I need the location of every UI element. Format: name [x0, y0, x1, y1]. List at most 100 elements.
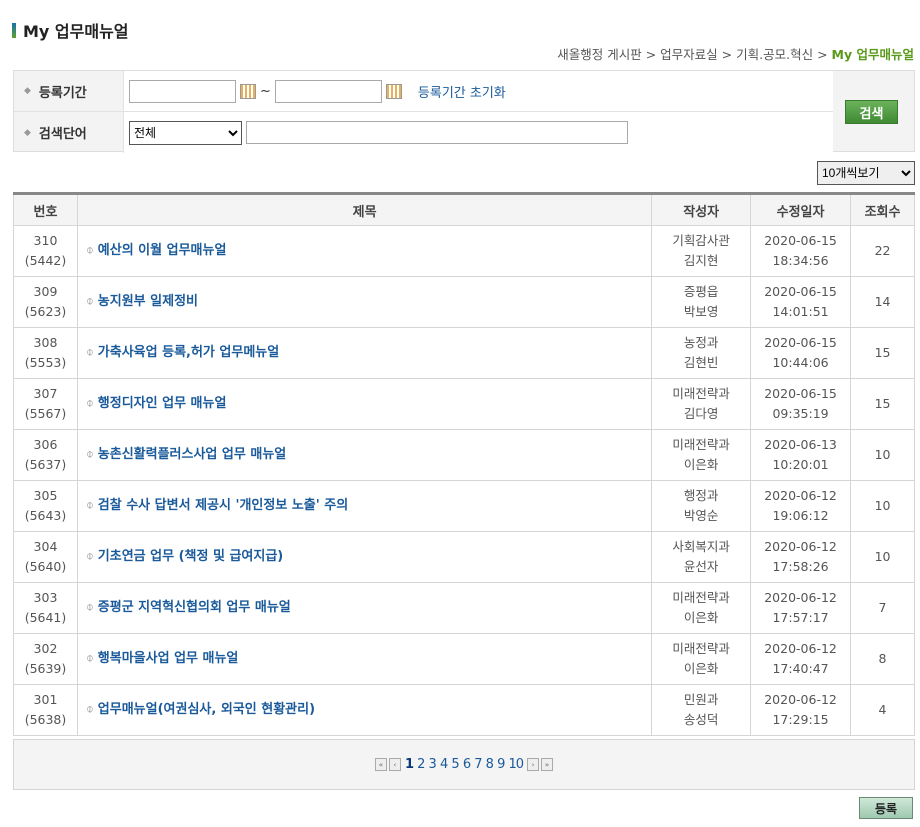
cell-views: 8 — [850, 633, 915, 685]
breadcrumb-item[interactable]: 새올행정 게시판 — [557, 47, 642, 62]
modified-date: 2020-06-13 — [764, 437, 837, 452]
col-no: 번호 — [13, 193, 78, 226]
attachment-icon: ⌽ — [85, 243, 94, 258]
post-title-link[interactable]: 농지원부 일제정비 — [97, 294, 198, 309]
page-link[interactable]: 5 — [451, 757, 459, 772]
col-date: 수정일자 — [750, 193, 852, 226]
author-name: 송성덕 — [683, 712, 719, 727]
author-dept: 민원과 — [683, 692, 719, 707]
author-dept: 기획감사관 — [672, 233, 730, 248]
cell-views: 10 — [850, 429, 915, 481]
post-title-link[interactable]: 검찰 수사 답변서 제공시 '개인정보 노출' 주의 — [97, 498, 349, 513]
table-row: 304 (5640) ⌽ 기초연금 업무 (책정 및 급여지급) 사회복지과 윤선자 … — [13, 531, 915, 583]
table-row: 306 (5637) ⌽ 농촌신활력플러스사업 업무 매뉴얼 미래전략과 이은화 20… — [13, 429, 915, 481]
cell-date: 2020-06-12 17:57:17 — [750, 582, 852, 634]
cell-title: ⌽ 행정디자인 업무 매뉴얼 — [76, 378, 653, 430]
post-title-link[interactable]: 농촌신활력플러스사업 업무 매뉴얼 — [97, 447, 287, 462]
page-link[interactable]: 10 — [508, 757, 525, 772]
period-label-text: 등록기간 — [38, 85, 87, 101]
attachment-icon: ⌽ — [85, 345, 94, 360]
page-link[interactable]: 2 — [417, 757, 425, 772]
page-title: My 업무매뉴얼 — [12, 18, 129, 42]
post-title-link[interactable]: 업무매뉴얼(여권심사, 외국인 현황관리) — [97, 702, 316, 717]
cell-views: 4 — [850, 684, 915, 736]
table-row: 310 (5442) ⌽ 예산의 이월 업무매뉴얼 기획감사관 김지현 2020-06… — [13, 225, 915, 277]
keyword-row: ◆ 검색단어 전체 — [14, 112, 833, 153]
breadcrumb-current: My 업무매뉴얼 — [831, 47, 914, 62]
cell-views: 10 — [850, 531, 915, 583]
page-link[interactable]: 6 — [462, 757, 471, 772]
cell-author: 농정과 김현빈 — [651, 327, 752, 379]
cell-no: 309 (5623) — [13, 276, 78, 328]
post-title-link[interactable]: 기초연금 업무 (책정 및 급여지급) — [97, 549, 284, 564]
page-link[interactable]: 8 — [485, 757, 494, 772]
cell-views: 14 — [850, 276, 915, 328]
post-id: (5640) — [24, 559, 67, 574]
first-page-icon[interactable]: « — [374, 758, 387, 771]
page-link[interactable]: 9 — [497, 757, 505, 772]
breadcrumb-sep: > — [817, 47, 828, 62]
page-link[interactable]: 7 — [474, 757, 482, 772]
page-link[interactable]: 1 — [404, 757, 414, 772]
post-id: (5553) — [24, 355, 67, 370]
modified-date: 2020-06-12 — [764, 692, 837, 707]
cell-views: 15 — [850, 327, 915, 379]
date-to-input[interactable] — [274, 79, 382, 103]
author-name: 김현빈 — [683, 355, 719, 370]
breadcrumb-item[interactable]: 기획.공모.혁신 — [736, 47, 814, 62]
keyword-label-text: 검색단어 — [38, 127, 87, 142]
breadcrumb-item[interactable]: 업무자료실 — [660, 47, 718, 62]
author-name: 김지현 — [683, 253, 719, 268]
modified-time: 10:44:06 — [772, 355, 829, 370]
cell-author: 미래전략과 김다영 — [651, 378, 752, 430]
search-scope-select[interactable]: 전체 — [129, 120, 242, 145]
post-title-link[interactable]: 가축사육업 등록,허가 업무메뉴얼 — [97, 345, 280, 360]
keyword-input[interactable] — [246, 121, 628, 144]
post-title-link[interactable]: 행정디자인 업무 매뉴얼 — [97, 396, 227, 411]
page-link[interactable]: 3 — [428, 757, 437, 772]
modified-date: 2020-06-15 — [764, 386, 837, 401]
modified-time: 14:01:51 — [772, 304, 829, 319]
post-number: 305 — [33, 488, 58, 503]
modified-time: 17:57:17 — [772, 610, 829, 625]
page-link[interactable]: 4 — [439, 757, 448, 772]
table-row: 302 (5639) ⌽ 행복마을사업 업무 매뉴얼 미래전략과 이은화 2020-0… — [13, 633, 915, 685]
modified-date: 2020-06-12 — [764, 590, 837, 605]
cell-title: ⌽ 행복마을사업 업무 매뉴얼 — [76, 633, 653, 685]
cell-title: ⌽ 기초연금 업무 (책정 및 급여지급) — [76, 531, 653, 583]
keyword-label: ◆ 검색단어 — [14, 112, 124, 153]
date-from-input[interactable] — [129, 79, 236, 103]
next-page-icon[interactable]: › — [527, 758, 540, 771]
cell-date: 2020-06-15 14:01:51 — [750, 276, 852, 328]
cell-author: 미래전략과 이은화 — [651, 429, 752, 481]
register-button[interactable]: 등록 — [859, 797, 913, 819]
cell-author: 행정과 박영순 — [651, 480, 752, 532]
post-id: (5638) — [24, 712, 67, 727]
table-row: 308 (5553) ⌽ 가축사육업 등록,허가 업무메뉴얼 농정과 김현빈 2020… — [13, 327, 915, 379]
last-page-icon[interactable]: » — [541, 758, 554, 771]
per-page-select[interactable]: 10개씩보기 — [817, 161, 915, 185]
cell-title: ⌽ 검찰 수사 답변서 제공시 '개인정보 노출' 주의 — [76, 480, 653, 532]
post-id: (5567) — [24, 406, 67, 421]
post-title-link[interactable]: 예산의 이월 업무매뉴얼 — [97, 243, 227, 258]
calendar-icon[interactable] — [240, 83, 256, 99]
calendar-icon[interactable] — [385, 83, 402, 99]
prev-page-icon[interactable]: ‹ — [388, 758, 401, 771]
modified-time: 19:06:12 — [772, 508, 829, 523]
post-title-link[interactable]: 증평군 지역혁신협의회 업무 매뉴얼 — [97, 600, 291, 615]
author-dept: 미래전략과 — [672, 590, 730, 605]
cell-views: 22 — [850, 225, 915, 277]
author-dept: 미래전략과 — [672, 437, 730, 452]
post-title-link[interactable]: 행복마을사업 업무 매뉴얼 — [97, 651, 239, 666]
reset-period-link[interactable]: 등록기간 초기화 — [417, 85, 506, 101]
modified-date: 2020-06-12 — [764, 641, 837, 656]
modified-time: 18:34:56 — [772, 253, 829, 268]
modified-date: 2020-06-15 — [764, 233, 837, 248]
search-button[interactable]: 검색 — [845, 100, 898, 124]
cell-views: 15 — [850, 378, 915, 430]
arrow-icon: ◆ — [24, 127, 31, 138]
cell-no: 307 (5567) — [13, 378, 78, 430]
cell-title: ⌽ 가축사육업 등록,허가 업무메뉴얼 — [76, 327, 653, 379]
modified-time: 17:58:26 — [772, 559, 829, 574]
